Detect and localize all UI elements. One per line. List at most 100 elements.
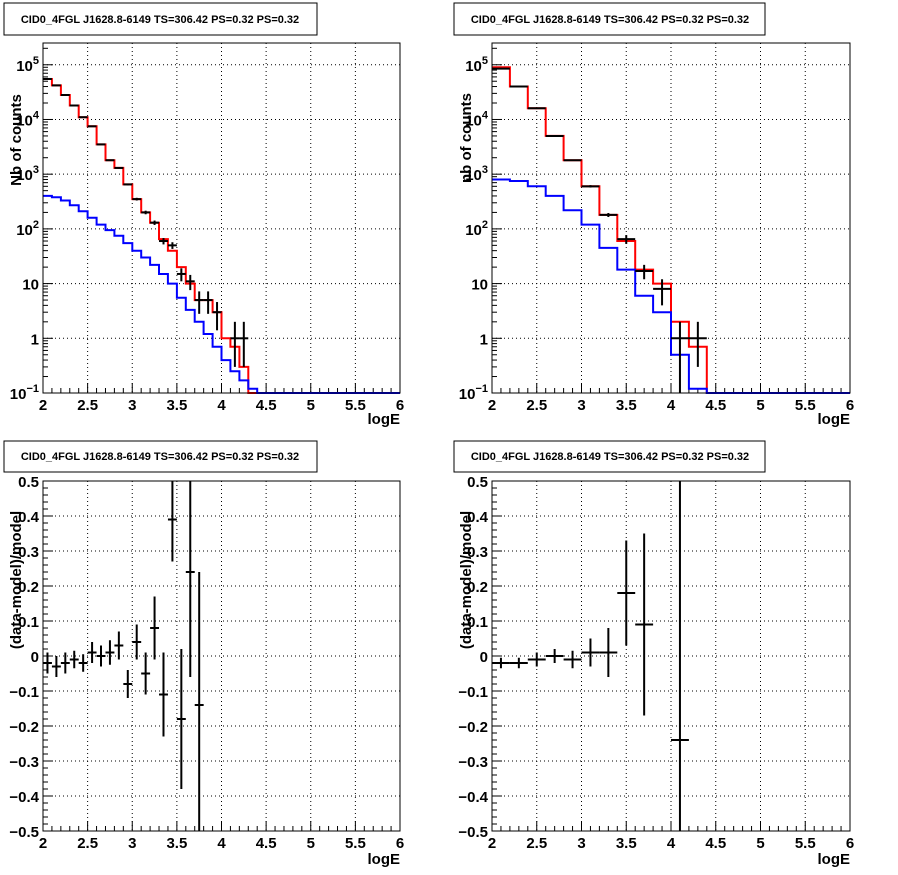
y-tick-label: 10−1	[10, 383, 39, 403]
x-tick-label: 2.5	[526, 835, 547, 852]
y-tick-label: 102	[16, 219, 39, 239]
x-tick-label: 3.5	[616, 835, 637, 852]
y-tick-label: 0.1	[467, 614, 488, 631]
y-tick-label: −0.4	[9, 789, 39, 806]
x-tick-label: 5.5	[345, 835, 366, 852]
x-tick-label: 6	[846, 397, 854, 414]
x-tick-label: 2	[488, 835, 496, 852]
y-tick-label: 1	[31, 331, 39, 348]
x-tick-label: 4.5	[256, 835, 277, 852]
plot-frame-border	[42, 42, 401, 394]
plot-area: 2 2.5 3 3.5 4 4.5 5 5.5 6 −0.5 −0.4 −0.3 −0.2 −0.1 0 0.…	[458, 474, 854, 852]
y-axis-label: Nb of counts	[8, 94, 25, 186]
y-tick-label: 0.5	[467, 474, 488, 491]
x-tick-label: 3	[577, 835, 585, 852]
data-point	[671, 481, 689, 831]
data-point	[581, 185, 600, 188]
y-tick-label: −0.4	[458, 789, 488, 806]
x-axis-label: logE	[368, 411, 401, 428]
x-tick-label: 2.5	[77, 835, 98, 852]
data-point	[509, 657, 528, 669]
data-point	[527, 652, 546, 667]
data-point	[599, 213, 618, 217]
x-tick-label: 3	[128, 835, 136, 852]
x-tick-label: 3.5	[616, 397, 637, 414]
data-point	[96, 645, 106, 667]
x-axis-label: logE	[368, 851, 401, 868]
data-point	[167, 242, 177, 249]
data-point	[132, 197, 142, 201]
data-point	[688, 321, 707, 367]
x-tick-label: 5	[307, 835, 315, 852]
x-tick-label: 3.5	[166, 835, 187, 852]
data-point	[176, 268, 186, 282]
y-tick-label: 103	[465, 164, 488, 184]
y-tick-label: 10	[471, 277, 488, 294]
y-tick-label: −0.2	[458, 719, 488, 736]
x-tick-label: 2.5	[77, 397, 98, 414]
y-tick-label: 105	[16, 55, 39, 75]
plot-area: 2 2.5 3 3.5 4 4.5 5 5.5 6 10−1 1 10 102 103 104 105	[459, 42, 854, 414]
data-point	[617, 235, 636, 244]
data-point	[527, 107, 546, 110]
data-point	[105, 640, 115, 665]
plot-area: 2 2.5 3 3.5 4 4.5 5 5.5 6 10−1 1 10 102 103 104 105	[10, 42, 404, 414]
y-tick-label: 0.2	[467, 579, 488, 596]
x-tick-label: 4	[217, 397, 226, 414]
data-point	[141, 210, 151, 215]
x-tick-label: 5.5	[795, 835, 816, 852]
data-point	[185, 274, 195, 291]
data-point	[671, 321, 689, 393]
panel-title: CID0_4FGL J1628.8-6149 TS=306.42 PS=0.32…	[21, 451, 299, 463]
data-point	[653, 279, 671, 306]
y-tick-label: −0.1	[9, 684, 39, 701]
y-axis-label: (data-model)/model	[458, 511, 475, 649]
x-tick-label: 4.5	[705, 835, 726, 852]
data-point	[69, 104, 79, 107]
data-point	[581, 638, 600, 667]
data-point	[60, 652, 70, 674]
data-point	[167, 481, 177, 562]
x-tick-label: 5	[756, 397, 764, 414]
data-point	[114, 166, 124, 169]
x-tick-label: 2.5	[526, 397, 547, 414]
data-point	[159, 652, 168, 737]
x-tick-label: 4	[667, 835, 676, 852]
x-tick-label: 3	[577, 397, 585, 414]
plot-frame-border	[42, 480, 401, 832]
y-tick-label: 10	[22, 277, 39, 294]
data-point	[105, 159, 115, 162]
data-point	[239, 321, 249, 367]
data-point	[194, 291, 204, 314]
y-tick-label: 0.5	[18, 474, 39, 491]
x-tick-label: 2	[39, 835, 47, 852]
x-tick-label: 5.5	[795, 397, 816, 414]
y-tick-label: 1	[480, 331, 488, 348]
data-point	[96, 143, 106, 146]
y-tick-label: 10−1	[459, 383, 488, 403]
y-tick-label: −0.3	[458, 754, 488, 771]
panel-title: CID0_4FGL J1628.8-6149 TS=306.42 PS=0.32…	[471, 14, 749, 26]
data-point	[185, 481, 195, 677]
y-tick-label: 0.4	[18, 509, 40, 526]
data-point	[563, 650, 582, 669]
panel-top-right-counts: CID0_4FGL J1628.8-6149 TS=306.42 PS=0.32…	[453, 2, 854, 428]
data-point	[114, 631, 124, 660]
y-tick-label: 0.4	[467, 509, 489, 526]
y-tick-label: 0.3	[467, 544, 488, 561]
data-point	[212, 302, 222, 331]
y-tick-label: −0.5	[9, 824, 39, 841]
data-point	[159, 238, 168, 245]
y-tick-label: 105	[465, 55, 488, 75]
x-tick-label: 6	[396, 835, 404, 852]
data-point	[132, 624, 142, 660]
data-point	[51, 656, 61, 677]
plot-frame-border	[491, 42, 851, 394]
panel-top-left-counts: CID0_4FGL J1628.8-6149 TS=306.42 PS=0.32…	[3, 2, 404, 428]
y-tick-label: 0.2	[18, 579, 39, 596]
plot-frame-border	[491, 480, 851, 832]
x-tick-label: 4	[217, 835, 226, 852]
x-tick-label: 5	[756, 835, 764, 852]
data-point	[635, 533, 654, 716]
y-tick-label: −0.1	[458, 684, 488, 701]
